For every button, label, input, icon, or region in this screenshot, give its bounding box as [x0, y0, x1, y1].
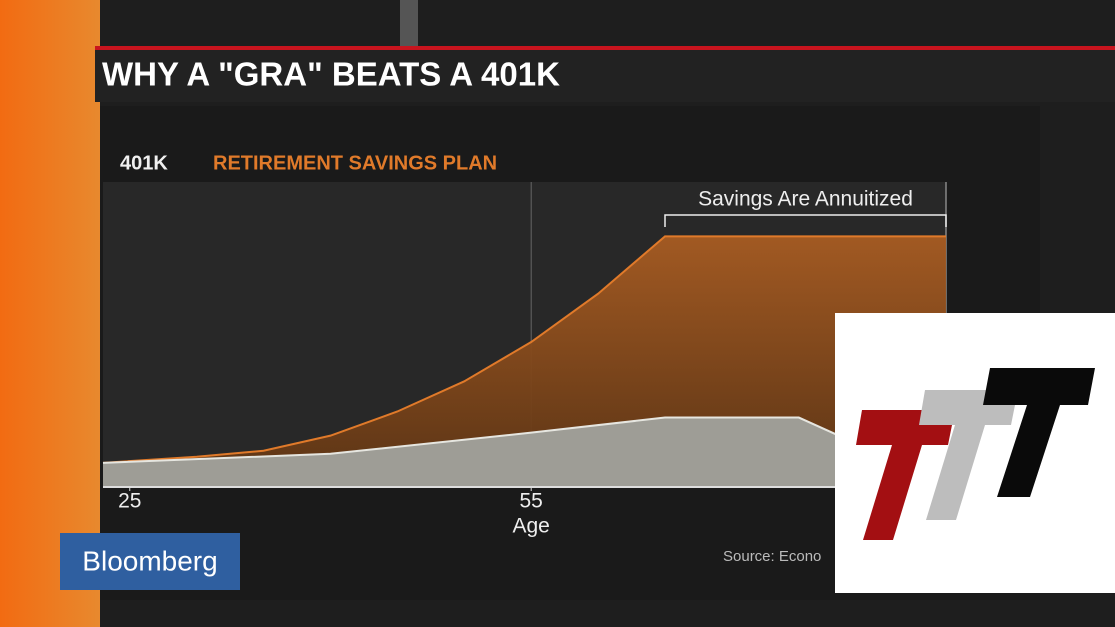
logo-t1: [856, 410, 955, 540]
channel-name: Bloomberg: [82, 545, 217, 576]
x-tick-label: 25: [118, 490, 141, 513]
source: Source: Econo: [723, 548, 821, 565]
title-bar: [95, 50, 1115, 102]
side-stripe: [0, 0, 100, 627]
backdrop: [400, 0, 418, 48]
red-rule: [95, 46, 1115, 50]
x-axis-label: Age: [513, 515, 550, 538]
ttt-logo: [835, 313, 1115, 593]
legend-entry: RETIREMENT SAVINGS PLAN: [213, 152, 497, 174]
annotation: Savings Are Annuitized: [698, 188, 913, 211]
x-tick-label: 55: [520, 490, 543, 513]
channel-logo: [60, 533, 240, 590]
logo-t3: [983, 368, 1095, 497]
annotation-bracket: [664, 214, 947, 227]
area-edge: [102, 235, 946, 464]
area: [103, 417, 866, 487]
chart-title: WHY A "GRA" BEATS A 401K: [102, 56, 560, 93]
logo-t2: [919, 390, 1018, 520]
legend-entry: 401K: [120, 152, 168, 174]
